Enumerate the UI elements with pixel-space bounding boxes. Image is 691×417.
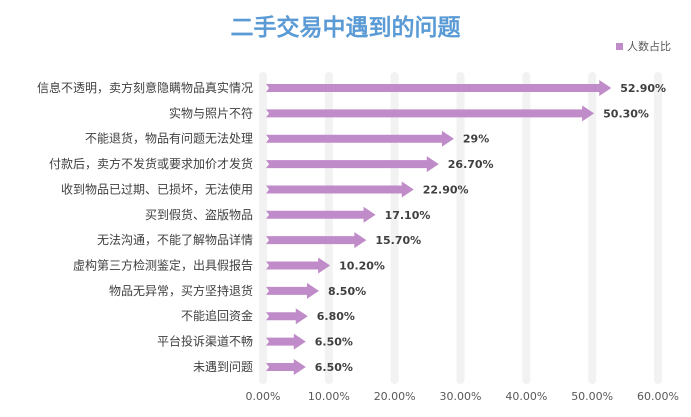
data-label: 6.50%: [315, 336, 353, 349]
x-tick-label: 10.00%: [308, 390, 350, 403]
bar: [266, 333, 306, 350]
x-tick-label: 20.00%: [374, 390, 416, 403]
x-tick-label: 60.00%: [637, 390, 679, 403]
bar: [266, 206, 376, 223]
bar: [266, 257, 331, 274]
bar: [266, 80, 612, 96]
grid-band: [522, 72, 531, 384]
grid-band: [324, 72, 333, 384]
x-tick-label: 50.00%: [571, 390, 613, 403]
data-label: 15.70%: [375, 234, 421, 247]
category-label: 实物与照片不符: [169, 105, 253, 120]
grid-band: [588, 72, 597, 384]
data-label: 29%: [463, 133, 489, 146]
data-label: 6.50%: [315, 361, 353, 374]
data-label: 17.10%: [385, 209, 431, 222]
bar: [266, 181, 414, 198]
bar: [266, 308, 308, 325]
grid-band: [654, 72, 662, 384]
grid-band: [259, 72, 267, 384]
x-tick-label: 30.00%: [440, 390, 482, 403]
category-label: 未遇到问题: [193, 360, 253, 374]
data-label: 52.90%: [620, 82, 666, 95]
x-tick-label: 0.00%: [246, 390, 281, 403]
bar: [266, 358, 306, 375]
category-label: 付款后，卖方不发货或要求加价才发货: [49, 156, 253, 171]
bar: [266, 156, 439, 173]
data-label: 10.20%: [339, 260, 385, 273]
category-label: 信息不透明，卖方刻意隐瞒物品真实情况: [37, 80, 253, 95]
category-label: 平台投诉渠道不畅: [157, 334, 253, 349]
bar: [266, 105, 595, 122]
category-label: 不能退货，物品有问题无法处理: [85, 131, 253, 146]
category-label: 收到物品已过期、已损坏，无法使用: [61, 181, 253, 196]
grid-band: [390, 72, 399, 384]
chart-title: 二手交易中遇到的问题: [230, 15, 461, 41]
bar: [266, 282, 319, 299]
data-label: 8.50%: [328, 285, 366, 298]
legend-label: 人数占比: [627, 40, 671, 53]
data-label: 6.80%: [317, 310, 355, 323]
category-label: 无法沟通，不能了解物品详情: [97, 232, 253, 247]
data-label: 22.90%: [423, 183, 469, 196]
data-label: 50.30%: [603, 107, 649, 120]
category-label: 虚构第三方检测鉴定，出具假报告: [73, 258, 253, 273]
category-label: 买到假货、盗版物品: [145, 207, 253, 222]
legend: 人数占比: [616, 38, 671, 54]
bar: [266, 232, 367, 249]
bar: [266, 130, 454, 147]
x-tick-label: 40.00%: [505, 390, 547, 403]
category-label: 不能追回资金: [181, 308, 253, 323]
legend-swatch: [616, 42, 623, 50]
category-label: 物品无异常，买方坚持退货: [109, 283, 253, 298]
grid-band: [456, 72, 465, 384]
data-label: 26.70%: [448, 158, 494, 171]
